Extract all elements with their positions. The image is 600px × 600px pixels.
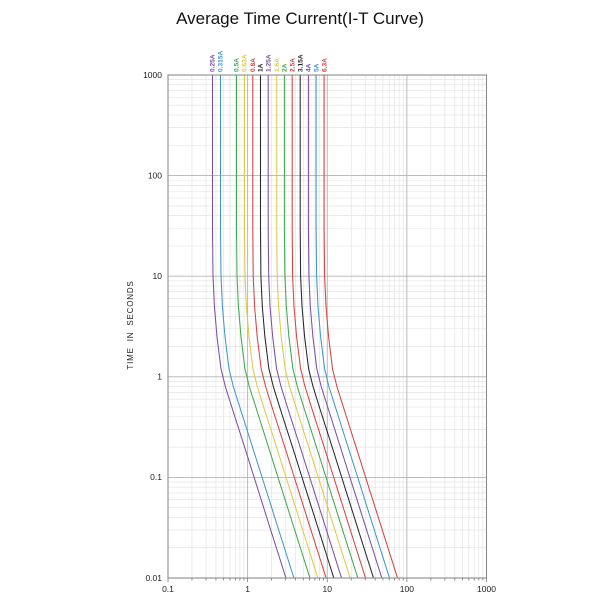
curve-0.25A [211, 75, 287, 578]
curve-label-5A: 5A [313, 63, 320, 72]
y-tick-label: 100 [148, 170, 162, 180]
y-tick-label: 1000 [143, 70, 162, 80]
y-tick-labels: 1000 100 10 1 0.1 0.01 [143, 70, 162, 583]
curve-2.5A [291, 75, 367, 578]
x-axis-ticks [167, 578, 487, 582]
curve-0.8A [252, 75, 327, 578]
curve-1.6A [276, 75, 351, 578]
curve-label-1.6A: 1.6A [274, 58, 281, 72]
curve-label-3.15A: 3.15A [297, 54, 304, 72]
curve-labels: 0.25A 0.315A 0.5A 0.63A 0.8A 1A 1.25A 1.6A 2A 2.5… [210, 50, 329, 72]
curve-5A [315, 75, 391, 578]
curve-1A [259, 75, 335, 578]
curve-label-0.5A: 0.5A [234, 58, 241, 72]
x-tick-label: 100 [400, 584, 414, 594]
curve-label-0.315A: 0.315A [218, 50, 225, 72]
curves [211, 75, 399, 578]
curve-label-1.25A: 1.25A [265, 54, 272, 72]
curve-label-1A: 1A [258, 63, 265, 72]
chart-title: Average Time Current(I-T Curve) [176, 9, 424, 28]
curve-3.15A [299, 75, 375, 578]
x-tick-labels: 0.1 1 10 100 1000 [162, 584, 496, 594]
curve-4A [307, 75, 383, 578]
y-tick-label: 0.1 [150, 472, 162, 482]
x-tick-label: 1 [245, 584, 250, 594]
curve-0.63A [243, 75, 319, 578]
x-tick-label: 10 [323, 584, 333, 594]
x-tick-label: 0.1 [162, 584, 174, 594]
curve-label-6.3A: 6.3A [321, 58, 328, 72]
curve-6.3A [323, 75, 399, 578]
curve-2A [283, 75, 359, 578]
x-tick-label: 1000 [477, 584, 496, 594]
curve-label-2A: 2A [282, 63, 289, 72]
y-tick-label: 10 [153, 271, 163, 281]
curve-0.315A [219, 75, 295, 578]
curve-label-0.25A: 0.25A [210, 54, 217, 72]
curve-0.5A [235, 75, 311, 578]
y-tick-label: 0.01 [145, 573, 162, 583]
curve-1.25A [267, 75, 343, 578]
curve-label-4A: 4A [306, 63, 313, 72]
curve-label-0.8A: 0.8A [250, 58, 257, 72]
y-tick-label: 1 [157, 372, 162, 382]
curve-label-2.5A: 2.5A [289, 58, 296, 72]
curve-label-0.63A: 0.63A [242, 54, 249, 72]
